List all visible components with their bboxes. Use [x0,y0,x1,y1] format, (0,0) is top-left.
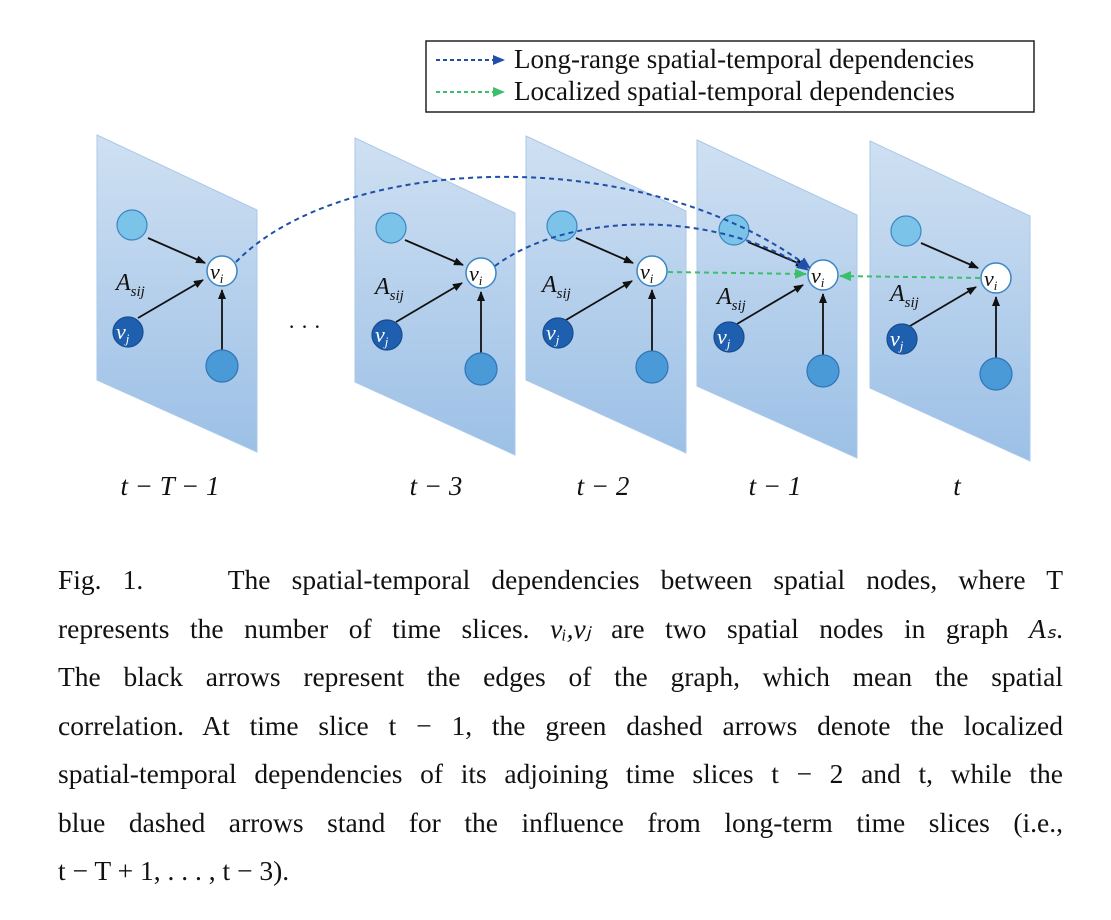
svg-text:vi: vi [469,261,483,288]
svg-text:Asij: Asij [373,274,404,304]
neighbor-node [546,210,578,242]
dependency-diagram: Long-range spatial-temporal dependencies… [96,40,1035,501]
node-vj [713,321,745,353]
node-labels: vi vi vi vi vi vj vj vj vj vj Asij Asij … [114,259,998,353]
slice-label-t-3: t − 3 [410,471,463,501]
neighbor-node [375,212,407,244]
caption-line-3: The black arrows represent the edges of … [58,661,1063,692]
legend-localized-label: Localized spatial-temporal dependencies [514,76,955,106]
neighbor-node [464,352,498,386]
caption-line-4: correlation. At time slice t − 1, the gr… [58,709,1063,741]
svg-text:Asij: Asij [114,270,145,300]
slice-label-t-T-1: t − T − 1 [121,471,220,501]
svg-text:Asij: Asij [888,281,919,311]
figure-label: Fig. 1. [58,564,144,595]
graph-t-1 [713,214,840,388]
slice-label-t-1: t − 1 [749,471,802,501]
legend-long-range-label: Long-range spatial-temporal dependencies [514,44,974,74]
caption-line-7: t − T + 1, . . . , t − 3). [58,855,290,886]
neighbor-node [116,209,148,241]
node-vi [206,255,238,287]
svg-text:vi: vi [210,259,224,286]
ellipsis: · · · [288,314,321,339]
svg-text:Asij: Asij [715,284,746,314]
graph-t-3 [371,212,498,386]
graph-t-T-1 [112,209,239,383]
slice-label-t-2: t − 2 [577,471,630,501]
caption-line-1: Fig. 1. The spatial-temporal dependencie… [58,564,1063,595]
node-vj [112,316,144,348]
neighbor-node [890,215,922,247]
legend: Long-range spatial-temporal dependencies… [425,40,1035,113]
node-vj [886,323,918,355]
node-vi [465,257,497,289]
svg-text:vj: vj [890,326,904,353]
svg-text:vj: vj [375,322,389,349]
neighbor-node [205,349,239,383]
node-vi [636,255,668,287]
caption-line-5: spatial-temporal dependencies of its adj… [58,758,1063,789]
dependency-arrows [235,175,981,282]
node-vj [371,319,403,351]
svg-text:vj: vj [116,319,130,346]
svg-text:Asij: Asij [540,272,571,302]
neighbor-node [806,354,840,388]
svg-text:vi: vi [640,259,654,286]
svg-text:vi: vi [984,266,998,293]
slice-labels: t − T − 1 t − 3 t − 2 t − 1 t [121,471,963,501]
slice-label-t: t [953,471,962,501]
figure-caption: Fig. 1. The spatial-temporal dependencie… [58,556,1063,896]
caption-line-2: represents the number of time slices. vᵢ… [58,612,1064,644]
svg-text:vj: vj [546,320,560,347]
svg-text:vj: vj [717,324,731,351]
long-range-arc-1 [235,175,811,269]
node-vi [980,262,1012,294]
svg-text:vi: vi [811,263,825,290]
neighbor-node [635,350,669,384]
graph-t [886,215,1013,391]
neighbor-node [979,357,1013,391]
node-vj [542,317,574,349]
node-vi [807,259,839,291]
caption-line-6: blue dashed arrows stand for the influen… [58,806,1063,838]
long-range-arc-2 [494,223,809,271]
graph-t-2 [542,210,669,384]
